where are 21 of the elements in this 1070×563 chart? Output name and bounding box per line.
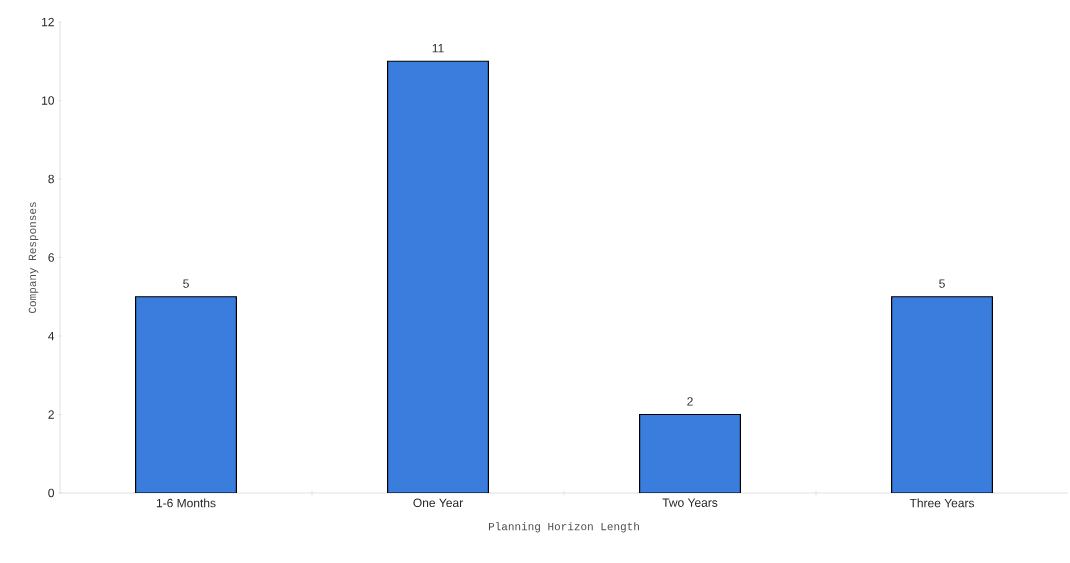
data-label: 5 bbox=[183, 279, 189, 288]
y-tick-label: 2 bbox=[48, 410, 54, 419]
x-tick-label: One Year bbox=[413, 498, 463, 508]
y-tick-label: 8 bbox=[48, 174, 54, 184]
bar bbox=[639, 413, 742, 493]
y-tick-label: 12 bbox=[42, 17, 54, 27]
y-tick-label: 10 bbox=[42, 96, 55, 105]
y-axis-title: Company Responses bbox=[28, 202, 39, 313]
x-tick-label: Two Years bbox=[662, 498, 718, 507]
bar bbox=[135, 296, 237, 493]
bar bbox=[891, 296, 994, 493]
y-tick-label: 6 bbox=[48, 253, 54, 262]
bar bbox=[387, 60, 490, 493]
data-label: 2 bbox=[687, 397, 693, 406]
data-label: 11 bbox=[432, 44, 444, 53]
y-tick-label: 4 bbox=[48, 331, 55, 341]
x-tick-label: Three Years bbox=[909, 498, 975, 508]
x-axis-title: Planning Horizon Length bbox=[488, 522, 639, 533]
x-tick-label: 1-6 Months bbox=[156, 498, 216, 508]
data-label: 5 bbox=[939, 279, 945, 288]
y-tick-label: 0 bbox=[48, 488, 55, 498]
